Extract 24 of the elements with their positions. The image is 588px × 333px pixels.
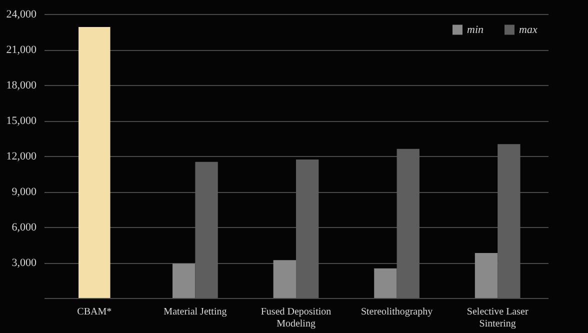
bar — [498, 144, 520, 298]
legend-label: max — [519, 24, 538, 36]
y-tick-label: 6,000 — [12, 222, 37, 234]
bar — [195, 162, 218, 298]
y-tick-label: 9,000 — [12, 186, 37, 198]
bar — [78, 27, 110, 298]
x-tick-label: Material Jetting — [164, 306, 227, 318]
y-tick-label: 3,000 — [12, 257, 37, 269]
x-tick-label: CBAM* — [77, 306, 112, 318]
x-tick-label: Stereolithography — [360, 306, 433, 318]
bar — [273, 260, 296, 298]
x-tick-label: Selective Laser Sintering — [466, 306, 529, 330]
bar — [396, 148, 420, 298]
x-tick-label: Fused Deposition Modeling — [260, 306, 332, 330]
legend-label: min — [467, 24, 484, 36]
y-tick-label: 21,000 — [6, 44, 37, 56]
bar — [374, 268, 397, 298]
y-tick-label: 15,000 — [6, 115, 37, 127]
bar — [296, 160, 319, 298]
y-tick-label: 18,000 — [6, 80, 37, 92]
y-tick-label: 24,000 — [6, 8, 37, 20]
bar — [172, 264, 196, 298]
y-tick-label: 12,000 — [6, 150, 37, 162]
bar — [474, 253, 498, 298]
